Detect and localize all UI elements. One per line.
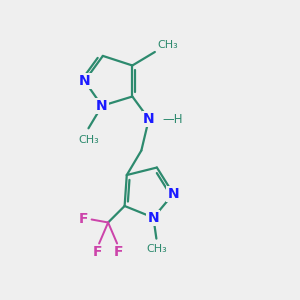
Text: F: F [114, 245, 123, 259]
Text: CH₃: CH₃ [146, 244, 167, 254]
Text: —H: —H [162, 112, 183, 125]
Text: N: N [96, 99, 108, 113]
Text: N: N [167, 187, 179, 201]
Text: CH₃: CH₃ [78, 135, 99, 145]
Text: F: F [79, 212, 88, 226]
Text: N: N [79, 74, 90, 88]
Text: F: F [93, 245, 102, 259]
Text: N: N [148, 211, 159, 225]
Text: N: N [143, 112, 155, 126]
Text: CH₃: CH₃ [157, 40, 178, 50]
